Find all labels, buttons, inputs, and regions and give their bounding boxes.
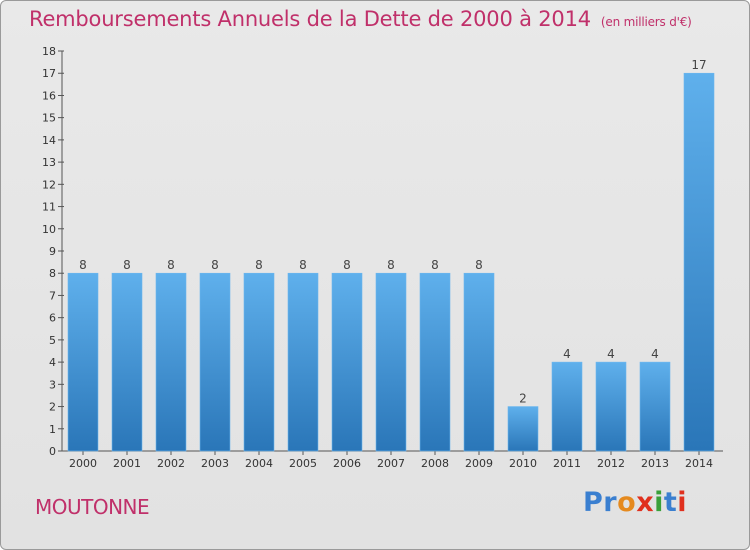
x-tick-label: 2008 bbox=[421, 457, 449, 470]
logo-letter: o bbox=[617, 487, 637, 518]
bar bbox=[419, 272, 451, 452]
y-tick-label: 9 bbox=[49, 245, 56, 258]
bar bbox=[67, 272, 99, 452]
x-tick-label: 2004 bbox=[245, 457, 273, 470]
chart-unit-label: (en milliers d'€) bbox=[600, 15, 692, 29]
bar bbox=[331, 272, 363, 452]
bar bbox=[243, 272, 275, 452]
y-tick-label: 18 bbox=[42, 45, 56, 58]
x-tick-label: 2006 bbox=[333, 457, 361, 470]
data-label: 8 bbox=[431, 258, 439, 272]
bar bbox=[595, 361, 627, 452]
y-tick-label: 15 bbox=[42, 112, 56, 125]
x-tick-label: 2013 bbox=[641, 457, 669, 470]
data-label: 8 bbox=[167, 258, 175, 272]
x-tick-label: 2007 bbox=[377, 457, 405, 470]
x-tick-label: 2005 bbox=[289, 457, 317, 470]
logo-letter: i bbox=[677, 487, 688, 518]
y-tick-label: 6 bbox=[49, 312, 56, 325]
y-tick-label: 13 bbox=[42, 156, 56, 169]
bar bbox=[683, 72, 715, 452]
x-tick-label: 2009 bbox=[465, 457, 493, 470]
x-tick-label: 2012 bbox=[597, 457, 625, 470]
y-tick-label: 5 bbox=[49, 334, 56, 347]
data-label: 17 bbox=[691, 58, 706, 72]
commune-name: MOUTONNE bbox=[35, 495, 150, 519]
logo-letter: t bbox=[663, 487, 678, 518]
x-tick-label: 2000 bbox=[69, 457, 97, 470]
data-label: 8 bbox=[211, 258, 219, 272]
y-tick-label: 4 bbox=[49, 356, 56, 369]
y-tick-label: 10 bbox=[42, 223, 56, 236]
data-label: 8 bbox=[475, 258, 483, 272]
logo-letter: r bbox=[603, 487, 618, 518]
y-tick-label: 7 bbox=[49, 289, 56, 302]
data-label: 8 bbox=[387, 258, 395, 272]
x-tick-label: 2011 bbox=[553, 457, 581, 470]
bar bbox=[287, 272, 319, 452]
y-tick-label: 12 bbox=[42, 178, 56, 191]
bar bbox=[111, 272, 143, 452]
bar bbox=[375, 272, 407, 452]
data-label: 8 bbox=[255, 258, 263, 272]
chart-title: Remboursements Annuels de la Dette de 20… bbox=[29, 7, 692, 31]
y-tick-label: 8 bbox=[49, 267, 56, 280]
y-tick-label: 16 bbox=[42, 89, 56, 102]
x-tick-label: 2014 bbox=[685, 457, 713, 470]
y-tick-label: 17 bbox=[42, 67, 56, 80]
logo-letter: x bbox=[636, 487, 655, 518]
bar bbox=[507, 406, 539, 452]
y-tick-label: 11 bbox=[42, 201, 56, 214]
data-label: 8 bbox=[343, 258, 351, 272]
y-tick-label: 0 bbox=[49, 445, 56, 458]
data-label: 4 bbox=[651, 347, 659, 361]
x-tick-label: 2010 bbox=[509, 457, 537, 470]
chart-title-text: Remboursements Annuels de la Dette de 20… bbox=[29, 7, 591, 31]
bar bbox=[199, 272, 231, 452]
logo-letter: P bbox=[583, 487, 604, 518]
bar bbox=[463, 272, 495, 452]
bar bbox=[551, 361, 583, 452]
data-label: 8 bbox=[79, 258, 87, 272]
data-label: 2 bbox=[519, 392, 527, 406]
x-tick-label: 2001 bbox=[113, 457, 141, 470]
data-label: 8 bbox=[123, 258, 131, 272]
x-tick-label: 2003 bbox=[201, 457, 229, 470]
y-tick-label: 1 bbox=[49, 423, 56, 436]
bar bbox=[155, 272, 187, 452]
proxiti-logo: Proxiti bbox=[583, 487, 687, 518]
x-tick-label: 2002 bbox=[157, 457, 185, 470]
y-tick-label: 2 bbox=[49, 401, 56, 414]
y-tick-label: 3 bbox=[49, 378, 56, 391]
bar bbox=[639, 361, 671, 452]
data-label: 4 bbox=[563, 347, 571, 361]
y-tick-label: 14 bbox=[42, 134, 56, 147]
data-label: 8 bbox=[299, 258, 307, 272]
logo-letter: i bbox=[654, 487, 664, 518]
data-label: 4 bbox=[607, 347, 615, 361]
